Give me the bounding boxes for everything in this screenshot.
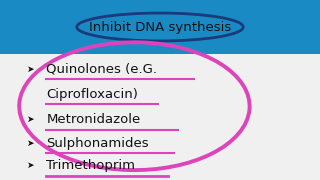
Text: ➤: ➤ — [27, 139, 34, 148]
Text: Trimethoprim: Trimethoprim — [46, 159, 135, 172]
Text: Inhibit DNA synthesis: Inhibit DNA synthesis — [89, 21, 231, 33]
FancyBboxPatch shape — [0, 0, 320, 54]
Text: ➤: ➤ — [27, 161, 34, 170]
Text: ➤: ➤ — [27, 115, 34, 124]
Text: Sulphonamides: Sulphonamides — [46, 137, 149, 150]
Text: Quinolones (e.G.: Quinolones (e.G. — [46, 63, 157, 76]
Text: Metronidazole: Metronidazole — [46, 113, 141, 126]
Text: Ciprofloxacin): Ciprofloxacin) — [46, 88, 138, 101]
Text: ➤: ➤ — [27, 65, 34, 74]
